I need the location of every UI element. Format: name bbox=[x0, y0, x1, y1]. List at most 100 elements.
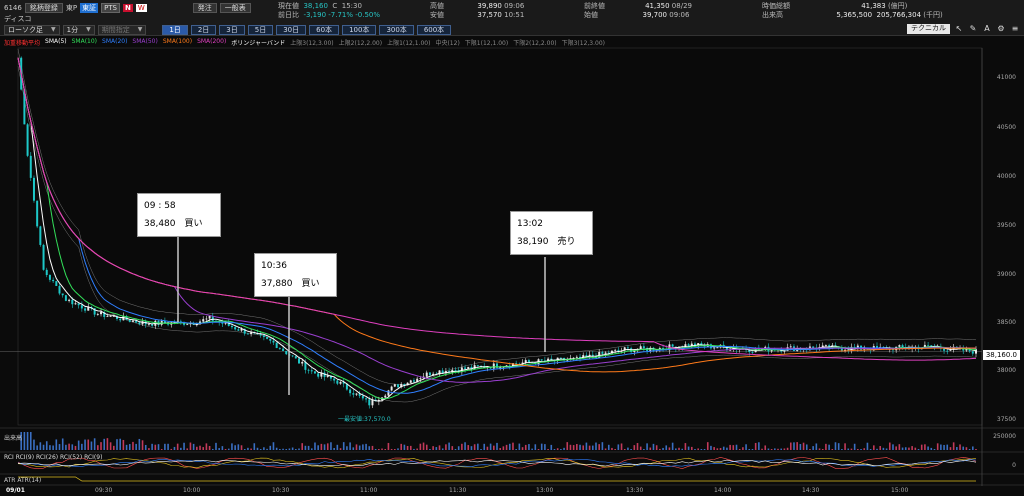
volume-bar bbox=[579, 444, 581, 450]
pts-tag[interactable]: PTS bbox=[101, 2, 121, 13]
interval-select[interactable]: 1分 ▼ bbox=[62, 25, 95, 35]
legend-item[interactable]: 下限1(12,1.00) bbox=[464, 40, 509, 47]
candle-body bbox=[122, 316, 125, 321]
volume-bar bbox=[26, 432, 29, 450]
candle-body bbox=[167, 323, 170, 325]
volume-bar bbox=[560, 449, 562, 450]
legend-item[interactable]: ボリンジャーバンド bbox=[231, 40, 286, 47]
volume-bar bbox=[457, 446, 460, 450]
period-1d[interactable]: 1日 bbox=[162, 25, 188, 35]
volume-bar bbox=[774, 448, 776, 450]
volume-bar bbox=[231, 443, 233, 450]
volume-bar bbox=[483, 443, 486, 450]
x-tick-label: 10:00 bbox=[183, 487, 201, 494]
period-100bars[interactable]: 100本 bbox=[342, 25, 377, 35]
candle-body bbox=[202, 319, 205, 322]
volume-bar bbox=[71, 444, 74, 450]
volume-bar bbox=[547, 449, 549, 450]
cursor-icon[interactable]: ↖ bbox=[955, 24, 963, 33]
period-5d[interactable]: 5日 bbox=[247, 25, 274, 35]
candle-body bbox=[662, 348, 665, 349]
volume-bar bbox=[237, 444, 240, 450]
legend-item[interactable]: 上限2(12,2.00) bbox=[338, 40, 383, 47]
legend-item[interactable]: SMA(20) bbox=[102, 38, 128, 45]
volume-bar bbox=[247, 447, 249, 450]
volume-bar bbox=[965, 447, 968, 450]
volume-bar bbox=[368, 446, 371, 450]
candle-body bbox=[74, 303, 77, 305]
settings-icon[interactable]: ⚙ bbox=[997, 24, 1005, 33]
candle-body bbox=[412, 380, 415, 382]
add-to-list-button[interactable]: 銘柄登録 bbox=[24, 2, 63, 13]
volume-bar bbox=[837, 443, 840, 450]
volume-bar bbox=[748, 449, 751, 450]
volume-bar bbox=[876, 448, 878, 450]
volume-bar bbox=[764, 445, 767, 450]
legend-item[interactable]: SMA(50) bbox=[132, 38, 158, 45]
period-2d[interactable]: 2日 bbox=[190, 25, 217, 35]
indicator-legend: 加重移動平均 SMA(5) SMA(10) SMA(20) SMA(50) SMA(100… bbox=[4, 38, 605, 47]
legend-item[interactable]: 下限3(12,3.00) bbox=[561, 40, 606, 47]
news-tag[interactable]: N bbox=[123, 3, 133, 12]
volume-bar bbox=[611, 447, 613, 450]
market-label: 東P bbox=[65, 3, 78, 12]
volume-bar bbox=[486, 446, 489, 450]
period-60bars[interactable]: 60本 bbox=[309, 25, 340, 35]
volume-bar bbox=[700, 449, 703, 450]
volume-bar bbox=[847, 448, 850, 450]
volume-bar bbox=[879, 446, 881, 450]
volume-bar bbox=[349, 442, 351, 450]
volume-bar bbox=[904, 447, 907, 450]
legend-item[interactable]: 上限1(12,1.00) bbox=[387, 40, 431, 47]
technical-button[interactable]: テクニカル bbox=[907, 24, 950, 34]
trade-callout-buy-1: 09 : 58 38,480 買い bbox=[137, 193, 221, 237]
info-button[interactable]: 一般表 bbox=[219, 2, 251, 13]
price-chart[interactable] bbox=[0, 36, 1024, 496]
legend-item[interactable]: 上限3(12,3.00) bbox=[290, 40, 334, 47]
legend-item[interactable]: 中央(12) bbox=[435, 40, 460, 47]
volume-bar bbox=[65, 444, 67, 450]
candle-body bbox=[527, 360, 530, 363]
menu-icon[interactable]: ≡ bbox=[1011, 24, 1019, 33]
candle-body bbox=[684, 344, 687, 348]
w-tag[interactable]: W bbox=[135, 3, 147, 12]
volume-bar bbox=[90, 441, 93, 450]
candle-body bbox=[617, 349, 620, 351]
pencil-icon[interactable]: ✎ bbox=[969, 24, 977, 33]
y-tick-label: 41000 bbox=[996, 74, 1016, 81]
period-3d[interactable]: 3日 bbox=[219, 25, 245, 35]
legend-item[interactable]: SMA(100) bbox=[162, 38, 193, 45]
volume-bar bbox=[378, 449, 380, 450]
volume-bar bbox=[940, 444, 942, 450]
volume-bar bbox=[892, 444, 894, 450]
legend-item[interactable]: 加重移動平均 bbox=[4, 40, 41, 47]
legend-item[interactable]: SMA(200) bbox=[197, 38, 227, 45]
candle-body bbox=[406, 382, 409, 386]
volume-bar bbox=[630, 449, 632, 450]
period-600bars[interactable]: 600本 bbox=[416, 25, 452, 35]
volume-bar bbox=[113, 445, 115, 450]
volume-bar bbox=[751, 449, 754, 450]
period-300bars[interactable]: 300本 bbox=[379, 25, 414, 35]
candle-body bbox=[690, 343, 693, 347]
trade-callout-buy-2: 10:36 37,880 買い bbox=[254, 253, 337, 297]
tosho-tag[interactable]: 東証 bbox=[80, 2, 99, 13]
candle-body bbox=[64, 295, 67, 301]
legend-item[interactable]: 下限2(12,2.00) bbox=[513, 40, 557, 47]
candle-body bbox=[470, 366, 473, 369]
candle-body bbox=[499, 367, 502, 369]
chart-type-select[interactable]: ローソク足 ▼ bbox=[4, 25, 60, 35]
candle-body bbox=[626, 347, 629, 349]
legend-item[interactable]: SMA(10) bbox=[71, 38, 98, 45]
order-button[interactable]: 発注 bbox=[192, 2, 217, 13]
period-select[interactable]: 期間指定 ▼ bbox=[97, 25, 147, 35]
period-30d[interactable]: 30日 bbox=[276, 25, 307, 35]
text-icon[interactable]: A bbox=[984, 24, 990, 33]
volume-bar bbox=[732, 445, 735, 450]
candle-body bbox=[521, 362, 524, 364]
candle-body bbox=[585, 355, 588, 357]
y-tick-label: 40000 bbox=[996, 173, 1016, 180]
legend-item[interactable]: SMA(5) bbox=[45, 38, 67, 45]
volume-bar bbox=[777, 448, 779, 450]
quote-prev-open: 前終値 41,350 08/29 始値 39,700 09:06 bbox=[584, 2, 692, 19]
